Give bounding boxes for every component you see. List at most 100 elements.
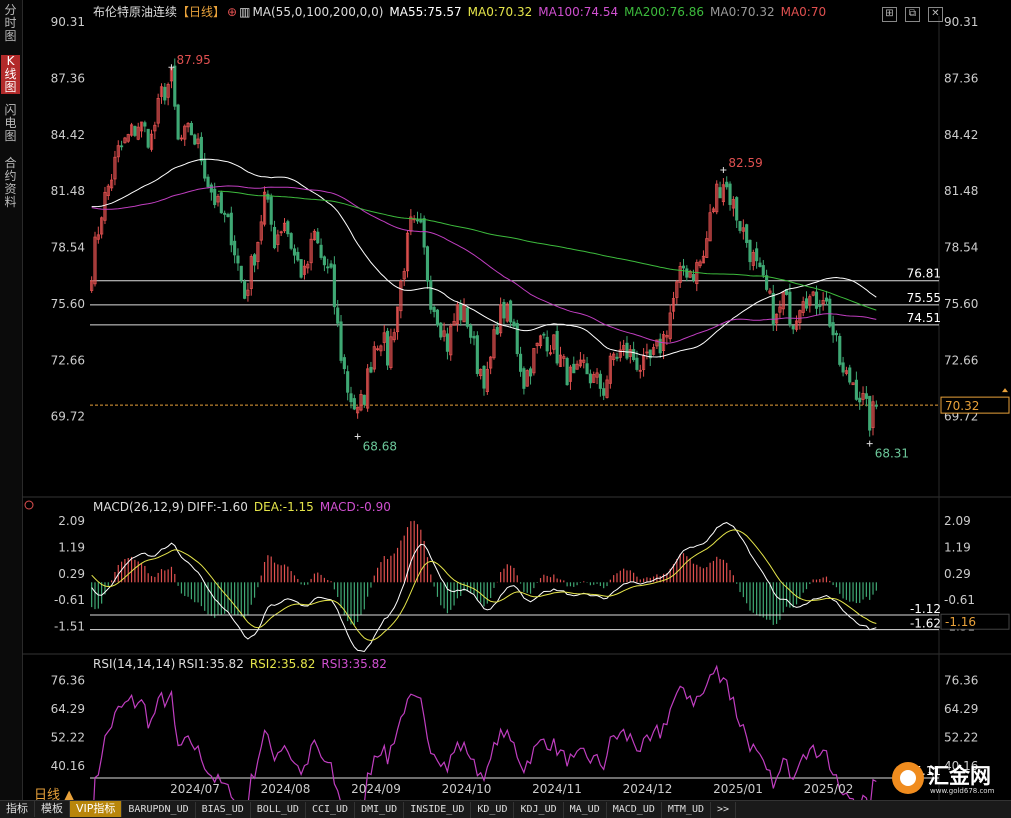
price-y-tick-left: 72.66: [51, 353, 85, 367]
chart-icon[interactable]: ▥: [239, 5, 251, 19]
candle: [602, 388, 606, 396]
settings-icon[interactable]: ⊕: [227, 5, 238, 19]
rsi-legend: RSI(14,14,14) RSI1:35.82 RSI2:35.82 RSI3:35…: [93, 657, 393, 671]
high-label-1: 87.95: [176, 53, 210, 67]
restore-icon[interactable]: ⧉: [905, 7, 920, 22]
candle: [332, 264, 336, 308]
candle: [555, 330, 559, 364]
macd-hline-label: -1.62: [910, 617, 941, 631]
candle: [582, 359, 586, 363]
candle: [711, 208, 715, 213]
candle: [126, 134, 130, 142]
candle: [874, 404, 878, 407]
candle: [239, 265, 243, 281]
candle: [226, 214, 230, 218]
tab-macd[interactable]: MACD_UD: [607, 802, 662, 818]
tab-more[interactable]: >>: [711, 802, 737, 818]
candle: [495, 327, 499, 335]
candle: [196, 138, 200, 145]
candle: [515, 323, 519, 355]
candle: [485, 369, 489, 393]
candle: [482, 365, 486, 389]
candle: [356, 406, 360, 414]
candle: [322, 256, 326, 266]
price-y-tick-left: 78.54: [51, 241, 85, 255]
candle: [655, 339, 659, 347]
candle: [116, 145, 120, 158]
tab-dmi[interactable]: DMI_UD: [355, 802, 405, 818]
candle: [346, 371, 350, 393]
macd-y-tick-left: 1.19: [58, 541, 85, 555]
candle: [861, 393, 865, 400]
candle: [289, 233, 293, 249]
candle: [309, 238, 313, 264]
logo-url: www.gold678.com: [930, 787, 995, 795]
candle: [685, 268, 689, 278]
tab-boll[interactable]: BOLL_UD: [251, 802, 306, 818]
candle: [455, 304, 459, 324]
candle: [761, 265, 765, 276]
candle: [449, 325, 453, 356]
candle: [838, 335, 842, 365]
tab-mtm[interactable]: MTM_UD: [662, 802, 711, 818]
candle: [96, 234, 100, 240]
candle: [595, 372, 599, 378]
tab-barupdn[interactable]: BARUPDN_UD: [122, 802, 196, 818]
candle: [425, 246, 430, 282]
tab-kd[interactable]: KD_UD: [471, 802, 515, 818]
tab-kline-chart[interactable]: K线图: [1, 55, 20, 94]
tab-bias[interactable]: BIAS_UD: [196, 802, 251, 818]
candle: [209, 184, 213, 193]
tab-cci[interactable]: CCI_UD: [306, 802, 356, 818]
candle: [149, 133, 154, 150]
period-selector[interactable]: 日线 ▲: [34, 788, 75, 803]
instrument-title: 布伦特原油连续: [93, 5, 178, 19]
candle: [658, 338, 662, 354]
macd-current-box: [940, 613, 1010, 630]
candle: [645, 351, 649, 354]
candle: [312, 230, 316, 241]
candle: [868, 395, 872, 431]
candle: [804, 298, 809, 309]
x-axis-label: 2025/01: [713, 782, 763, 796]
tab-kdj[interactable]: KDJ_UD: [514, 802, 564, 818]
candle: [146, 128, 150, 148]
tab-time-chart[interactable]: 分时图: [4, 3, 17, 43]
tab-indicator[interactable]: 指标: [0, 801, 35, 817]
candle: [236, 255, 240, 264]
candle: [668, 312, 672, 340]
candle: [359, 394, 363, 411]
period-badge: 【日线】: [177, 5, 226, 19]
chart-canvas[interactable]: 90.31 90.31 87.36 87.36 84.42 84.42 81.48 81.48…: [0, 0, 1011, 800]
candle: [545, 336, 549, 352]
candle: [675, 281, 679, 298]
tab-flash-chart[interactable]: 闪电图: [4, 103, 17, 143]
logo-mark-icon: [892, 762, 924, 794]
ma0-value-1: MA0:70.32: [467, 5, 533, 19]
candle: [608, 355, 612, 384]
grid-icon[interactable]: ⊞: [882, 7, 897, 22]
tab-inside[interactable]: INSIDE_UD: [404, 802, 472, 818]
candle: [794, 320, 799, 330]
logo-name: 汇金网: [928, 764, 991, 788]
candle: [625, 342, 629, 359]
close-icon[interactable]: ✕: [928, 7, 943, 22]
tab-contract-info[interactable]: 合约资料: [4, 156, 17, 209]
last-price-box: [940, 396, 1010, 414]
last-price-label: 70.32: [945, 399, 979, 413]
candle: [106, 185, 110, 196]
rsi-y-tick-right: 40.16: [944, 759, 978, 773]
candle: [572, 363, 576, 374]
tab-template[interactable]: 模板: [35, 801, 70, 817]
candle: [489, 356, 493, 369]
candle: [139, 121, 144, 132]
candle: [798, 310, 802, 323]
candle: [715, 183, 719, 213]
tab-vip-indicator[interactable]: VIP指标: [70, 801, 123, 817]
tab-ma[interactable]: MA_UD: [564, 802, 607, 818]
candle: [824, 297, 829, 302]
candle: [233, 240, 237, 256]
candle: [844, 370, 848, 374]
candle: [578, 359, 582, 367]
candle: [512, 321, 516, 327]
